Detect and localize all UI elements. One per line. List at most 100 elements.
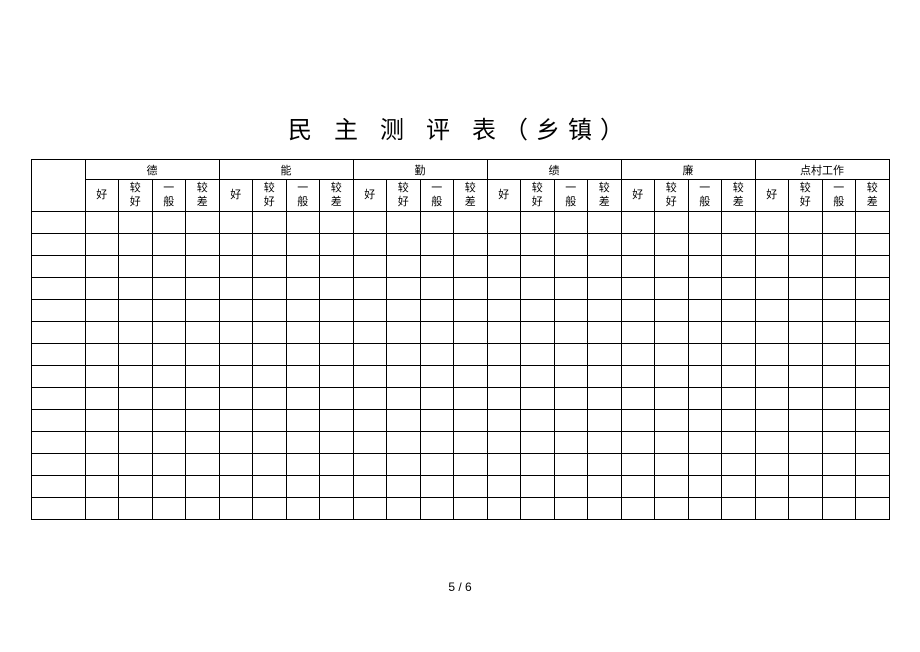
table-cell [420,212,454,234]
table-cell [320,212,354,234]
table-cell [152,388,186,410]
table-cell [856,344,890,366]
table-cell [387,344,421,366]
table-cell [789,366,823,388]
table-cell [119,322,153,344]
table-row [31,300,889,322]
table-cell [454,234,488,256]
table-cell [688,388,722,410]
table-cell [219,476,253,498]
table-cell [387,476,421,498]
table-cell [85,498,119,520]
table-cell [722,388,756,410]
table-cell [454,300,488,322]
table-cell [353,432,387,454]
table-cell [85,432,119,454]
table-cell [521,498,555,520]
table-cell [521,322,555,344]
table-cell [320,256,354,278]
table-cell [521,366,555,388]
table-cell [286,344,320,366]
table-cell [722,498,756,520]
first-column-header [31,160,85,212]
table-cell [621,410,655,432]
table-cell [152,454,186,476]
table-cell [554,498,588,520]
table-row [31,366,889,388]
table-cell [621,234,655,256]
table-cell [119,366,153,388]
table-cell [822,212,856,234]
sub-header: 一般 [822,180,856,212]
table-cell [253,454,287,476]
table-cell [119,256,153,278]
table-cell [822,256,856,278]
table-cell [85,476,119,498]
table-cell [286,212,320,234]
table-cell [588,388,622,410]
table-cell [353,410,387,432]
table-cell [789,498,823,520]
sub-header: 较差 [588,180,622,212]
table-cell [219,432,253,454]
table-cell [822,498,856,520]
table-cell [722,432,756,454]
table-cell [253,432,287,454]
table-cell [320,278,354,300]
table-cell [286,322,320,344]
sub-header: 较差 [320,180,354,212]
table-cell [856,366,890,388]
table-cell [286,410,320,432]
table-cell [688,234,722,256]
table-cell [822,234,856,256]
table-cell [755,344,789,366]
table-cell [755,498,789,520]
table-cell [655,366,689,388]
table-cell [487,212,521,234]
table-row [31,234,889,256]
table-cell [487,388,521,410]
table-cell [152,410,186,432]
table-cell [219,256,253,278]
table-cell [320,388,354,410]
table-cell [822,344,856,366]
table-row [31,388,889,410]
table-cell [320,234,354,256]
table-cell [31,432,85,454]
table-row [31,256,889,278]
table-cell [85,278,119,300]
sub-header: 较差 [454,180,488,212]
table-cell [655,498,689,520]
table-cell [31,278,85,300]
table-cell [722,454,756,476]
table-cell [554,344,588,366]
table-cell [420,256,454,278]
sub-header: 好 [219,180,253,212]
table-cell [621,432,655,454]
table-cell [119,234,153,256]
table-cell [454,388,488,410]
table-cell [789,476,823,498]
table-cell [119,344,153,366]
sub-header: 较好 [521,180,555,212]
table-cell [621,388,655,410]
table-cell [588,498,622,520]
category-header: 绩 [487,160,621,180]
table-cell [487,300,521,322]
table-cell [822,366,856,388]
table-cell [655,278,689,300]
table-cell [31,300,85,322]
table-cell [219,234,253,256]
table-cell [219,300,253,322]
table-cell [320,344,354,366]
table-cell [588,256,622,278]
table-cell [755,212,789,234]
table-row [31,344,889,366]
table-cell [454,322,488,344]
table-cell [119,212,153,234]
table-cell [253,300,287,322]
table-cell [119,432,153,454]
table-cell [487,410,521,432]
table-cell [789,234,823,256]
table-cell [286,388,320,410]
